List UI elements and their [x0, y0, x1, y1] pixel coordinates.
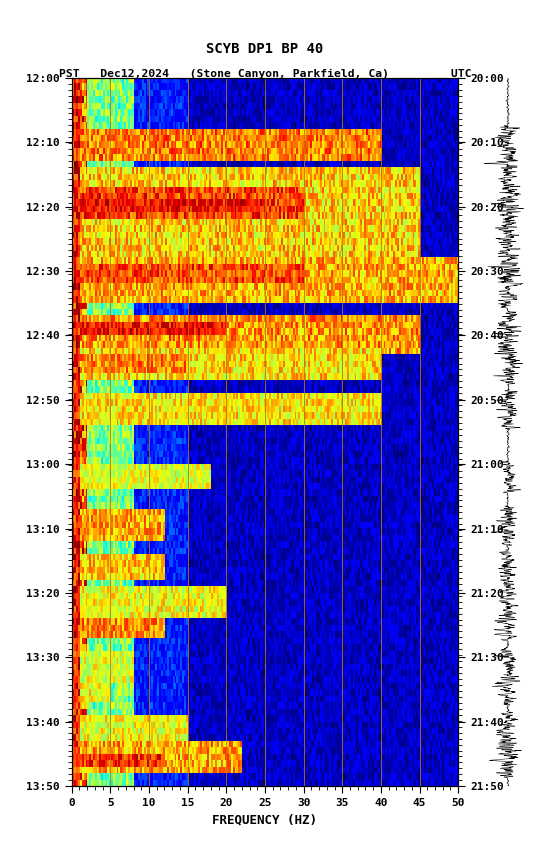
Text: PST   Dec12,2024   (Stone Canyon, Parkfield, Ca)         UTC: PST Dec12,2024 (Stone Canyon, Parkfield,…: [59, 69, 471, 79]
X-axis label: FREQUENCY (HZ): FREQUENCY (HZ): [213, 814, 317, 827]
Text: SCYB DP1 BP 40: SCYB DP1 BP 40: [206, 42, 323, 56]
